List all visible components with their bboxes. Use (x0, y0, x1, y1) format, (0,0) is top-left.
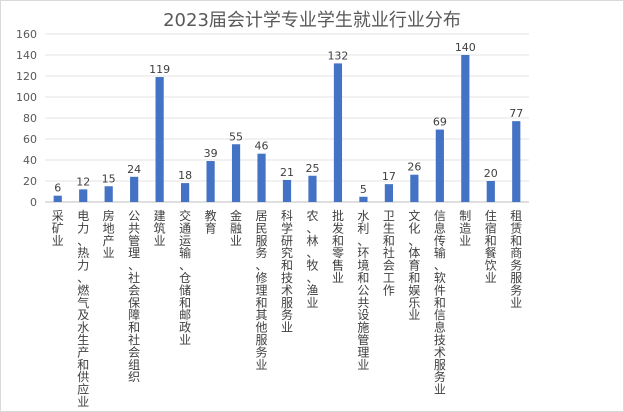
bar (461, 55, 470, 202)
category-labels: 采矿业 电力、热力、燃气及水生产和供应业 房地产业 公共管理、社会保障和社会组织 建筑业… (52, 208, 523, 409)
category-label: 农、林、牧、渔业 (306, 209, 318, 310)
category-label: 金融业 (230, 208, 242, 248)
bar (410, 174, 419, 202)
category-label: 批发和零售业 (332, 208, 344, 285)
bar (155, 77, 164, 202)
category-label: 采矿业 (52, 209, 64, 248)
category-label: 水利、环境和公共设施管理业 (357, 209, 369, 372)
y-tick-label: 0 (30, 196, 37, 209)
bar (130, 176, 139, 202)
data-label: 6 (54, 182, 61, 195)
y-tick-label: 40 (23, 154, 37, 167)
y-tick-label: 80 (23, 112, 37, 125)
category-label: 文化、体育和娱乐业 (408, 208, 420, 322)
data-label: 77 (509, 107, 523, 120)
category-label: 信息传输、软件和信息技术服务业 (434, 209, 446, 397)
y-tick-label: 160 (16, 28, 37, 41)
bars (53, 55, 521, 203)
category-label: 制造业 (459, 209, 471, 248)
category-label: 教育 (205, 208, 217, 235)
data-label: 17 (382, 170, 396, 183)
y-tick-label: 60 (23, 133, 37, 146)
bar (231, 144, 241, 202)
data-label: 24 (127, 163, 141, 176)
y-tick-label: 20 (23, 175, 37, 188)
data-label: 119 (149, 63, 170, 76)
data-label: 15 (102, 172, 116, 185)
bar (282, 179, 292, 202)
y-tick-label: 140 (16, 49, 37, 62)
data-label: 26 (407, 161, 421, 174)
category-label: 居民服务、修理和其他服务业 (256, 209, 268, 372)
category-label: 房地产业 (103, 208, 115, 260)
data-label: 12 (76, 175, 90, 188)
bar (359, 196, 368, 202)
data-label: 18 (178, 169, 192, 182)
bar (384, 184, 393, 202)
bar (79, 189, 88, 202)
category-label: 租赁和商务服务业 (510, 209, 522, 310)
y-tick-label: 100 (16, 91, 37, 104)
data-label: 25 (305, 162, 319, 175)
bar (181, 183, 190, 202)
data-label: 132 (327, 49, 348, 62)
gridlines (45, 33, 529, 203)
bar (435, 129, 444, 202)
chart-title: 2023届会计学专业学生就业行业分布 (163, 10, 461, 31)
bar (257, 153, 266, 202)
data-label: 20 (484, 167, 498, 180)
bar (53, 195, 62, 202)
bar (206, 161, 215, 202)
bar (104, 186, 113, 202)
data-label: 69 (433, 116, 447, 129)
data-label: 140 (455, 41, 476, 54)
data-label: 21 (280, 166, 294, 179)
data-label: 5 (360, 183, 367, 196)
category-label: 卫生和社会工作 (383, 209, 395, 297)
category-label: 科学研究和技术服务业 (281, 209, 293, 335)
category-label: 交通运输、仓储和邮政业 (179, 208, 191, 347)
data-label: 39 (204, 147, 218, 160)
category-label: 住宿和餐饮业 (485, 209, 497, 285)
category-label: 公共管理、社会保障和社会组织 (128, 209, 140, 384)
bar (486, 181, 495, 202)
bar (333, 63, 343, 203)
data-labels: 6 12 15 24 119 18 39 55 46 21 25 132 5 17 26 69 140 20 77 (54, 41, 523, 196)
y-axis-ticks: 0 20 40 60 80 100 120 140 160 (16, 28, 37, 209)
y-tick-label: 120 (16, 70, 37, 83)
category-label: 电力、热力、燃气及水生产和供应业 (77, 209, 89, 409)
data-label: 46 (255, 140, 269, 153)
data-label: 55 (229, 130, 243, 143)
category-label: 建筑业 (154, 209, 166, 248)
bar (308, 175, 317, 202)
bar (512, 121, 521, 202)
